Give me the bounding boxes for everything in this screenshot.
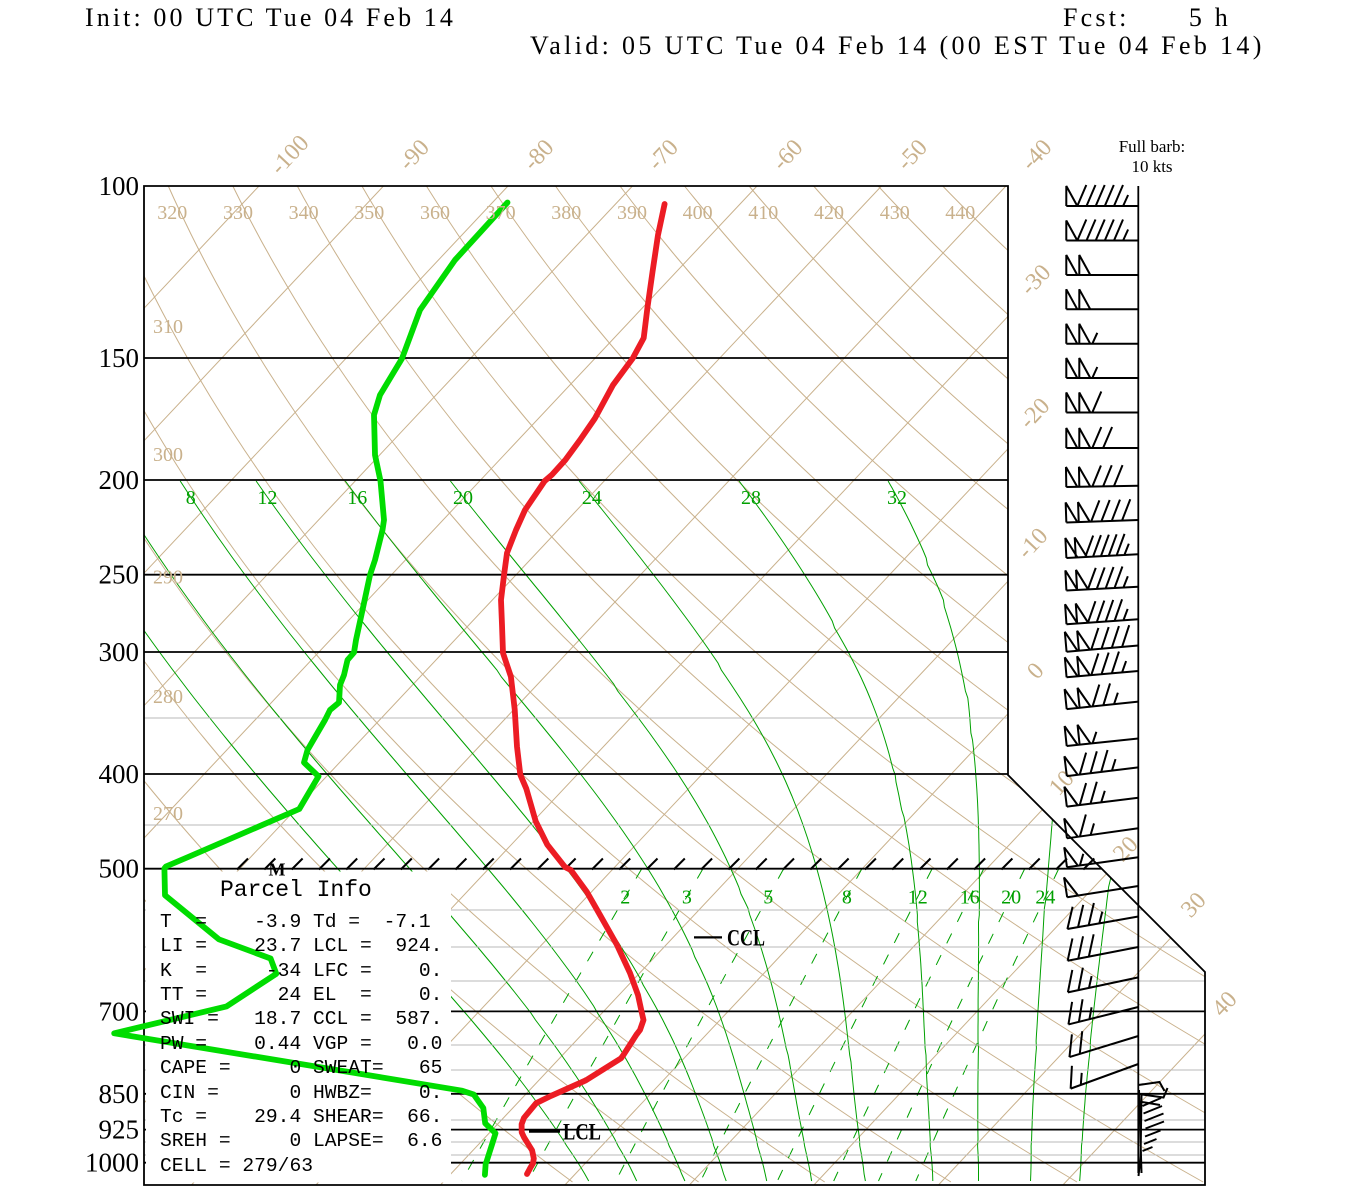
svg-text:420: 420 xyxy=(814,202,844,224)
svg-text:340: 340 xyxy=(289,202,319,224)
svg-text:100: 100 xyxy=(99,171,140,201)
svg-text:3: 3 xyxy=(682,887,692,909)
svg-text:850: 850 xyxy=(99,1079,140,1109)
svg-text:CCL: CCL xyxy=(727,925,765,950)
svg-text:24: 24 xyxy=(582,487,602,509)
svg-text:280: 280 xyxy=(153,686,183,708)
svg-text:925: 925 xyxy=(99,1115,140,1145)
svg-text:12: 12 xyxy=(257,487,277,509)
svg-text:310: 310 xyxy=(153,316,183,338)
svg-text:400: 400 xyxy=(683,202,713,224)
svg-text:28: 28 xyxy=(741,487,761,509)
svg-text:300: 300 xyxy=(99,637,140,667)
svg-text:300: 300 xyxy=(153,444,183,466)
svg-text:350: 350 xyxy=(354,202,384,224)
svg-text:290: 290 xyxy=(153,567,183,589)
svg-text:380: 380 xyxy=(551,202,581,224)
svg-text:12: 12 xyxy=(908,887,928,909)
svg-text:320: 320 xyxy=(157,202,187,224)
svg-text:10 kts: 10 kts xyxy=(1131,157,1172,176)
svg-text:Init: 00 UTC Tue 04 Feb 14: Init: 00 UTC Tue 04 Feb 14 xyxy=(85,3,456,32)
svg-text:330: 330 xyxy=(223,202,253,224)
svg-text:150: 150 xyxy=(99,343,140,373)
svg-text:LCL: LCL xyxy=(563,1120,601,1145)
svg-text:M: M xyxy=(269,860,286,880)
svg-text:5 h: 5 h xyxy=(1189,3,1231,32)
svg-text:Valid: 05 UTC Tue 04 Feb 14 (0: Valid: 05 UTC Tue 04 Feb 14 (00 EST Tue … xyxy=(530,31,1265,60)
svg-text:24: 24 xyxy=(1035,887,1055,909)
svg-text:8: 8 xyxy=(186,487,196,509)
svg-text:5: 5 xyxy=(763,887,773,909)
svg-text:Fcst:: Fcst: xyxy=(1063,3,1130,32)
svg-text:8: 8 xyxy=(842,887,852,909)
svg-text:32: 32 xyxy=(887,487,907,509)
svg-text:390: 390 xyxy=(617,202,647,224)
svg-text:700: 700 xyxy=(99,996,140,1026)
svg-text:400: 400 xyxy=(99,759,140,789)
svg-text:1000: 1000 xyxy=(85,1148,139,1178)
svg-text:440: 440 xyxy=(945,202,975,224)
svg-text:270: 270 xyxy=(153,803,183,825)
svg-text:410: 410 xyxy=(748,202,778,224)
svg-text:Full barb:: Full barb: xyxy=(1119,137,1186,156)
svg-text:500: 500 xyxy=(99,854,140,884)
svg-text:20: 20 xyxy=(453,487,473,509)
svg-text:16: 16 xyxy=(960,887,980,909)
svg-text:2: 2 xyxy=(620,887,630,909)
svg-text:200: 200 xyxy=(99,465,140,495)
svg-text:430: 430 xyxy=(880,202,910,224)
svg-text:20: 20 xyxy=(1001,887,1021,909)
svg-text:360: 360 xyxy=(420,202,450,224)
svg-text:16: 16 xyxy=(347,487,367,509)
svg-text:370: 370 xyxy=(486,202,516,224)
svg-text:250: 250 xyxy=(99,560,140,590)
